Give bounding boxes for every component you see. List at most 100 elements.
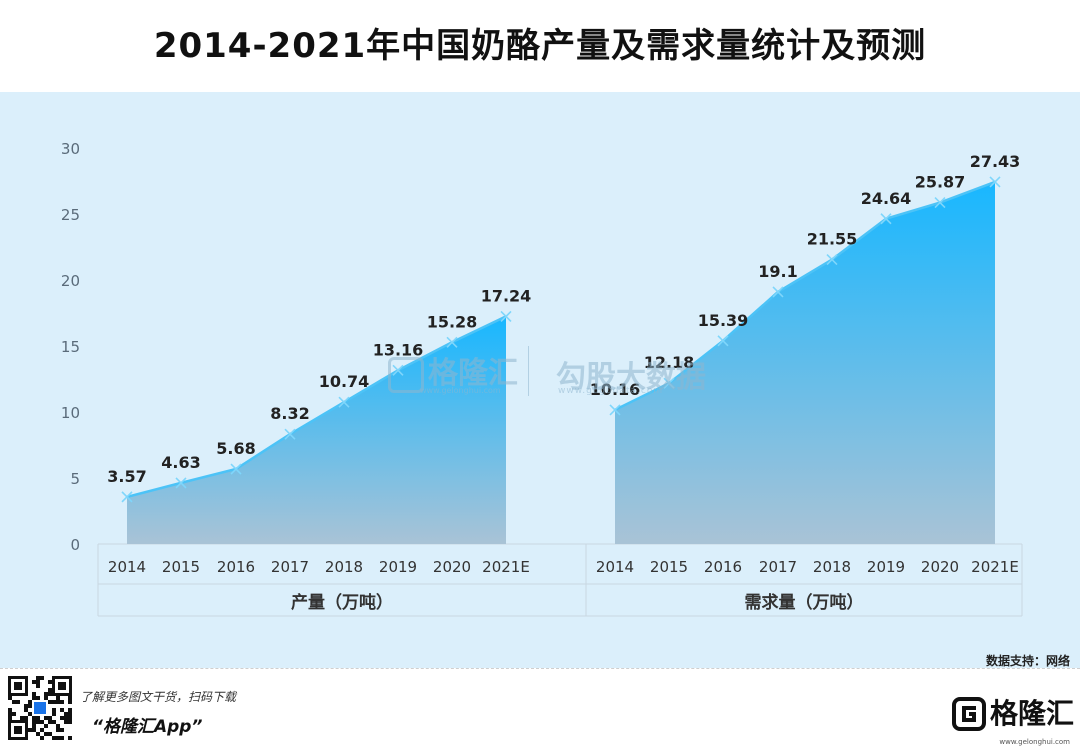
data-point-marker bbox=[392, 364, 404, 376]
data-label: 12.18 bbox=[644, 353, 695, 372]
data-label: 19.1 bbox=[758, 262, 797, 281]
qr-module bbox=[36, 732, 40, 736]
qr-module bbox=[60, 736, 64, 740]
x-tick-label: 2015 bbox=[650, 558, 688, 576]
qr-module bbox=[8, 696, 12, 700]
qr-module bbox=[32, 724, 36, 728]
qr-module bbox=[64, 712, 68, 716]
marker-stroke bbox=[934, 196, 946, 209]
qr-module bbox=[68, 708, 72, 712]
marker-stroke bbox=[121, 491, 133, 503]
qr-module bbox=[48, 700, 52, 704]
qr-module bbox=[60, 700, 64, 704]
qr-module bbox=[44, 716, 48, 720]
x-tick-label: 2020 bbox=[433, 558, 471, 576]
watermark-brand-text: 格隆汇 bbox=[428, 356, 518, 391]
data-point-marker bbox=[500, 310, 512, 322]
qr-module bbox=[48, 692, 52, 696]
promo-text: 了解更多图文干货，扫码下载 bbox=[80, 690, 237, 704]
marker-stroke bbox=[880, 213, 892, 225]
x-tick-label: 2016 bbox=[704, 558, 742, 576]
data-label: 3.57 bbox=[107, 467, 146, 486]
data-point-marker bbox=[609, 404, 621, 416]
qr-module bbox=[68, 716, 72, 720]
watermark-logo-icon bbox=[388, 356, 424, 393]
marker-stroke bbox=[230, 463, 242, 475]
qr-module bbox=[36, 684, 40, 688]
data-label: 24.64 bbox=[861, 189, 912, 208]
qr-module bbox=[44, 692, 48, 696]
data-label: 10.74 bbox=[319, 372, 370, 391]
data-point-marker bbox=[663, 377, 675, 389]
group-label: 产量（万吨） bbox=[291, 592, 393, 613]
footer bbox=[0, 668, 1080, 749]
marker-stroke bbox=[663, 377, 675, 389]
marker-stroke bbox=[500, 310, 512, 322]
watermark-brand-url: www.gelonghui.com bbox=[420, 386, 501, 395]
qr-module bbox=[48, 720, 52, 724]
qr-module bbox=[68, 700, 72, 704]
qr-module bbox=[48, 732, 52, 736]
data-label: 21.55 bbox=[807, 230, 858, 249]
qr-module bbox=[44, 724, 48, 728]
y-tick-label: 5 bbox=[70, 470, 80, 488]
qr-module bbox=[56, 728, 60, 732]
data-point-marker bbox=[446, 336, 458, 348]
watermark-brand: 格隆汇 bbox=[388, 348, 518, 393]
data-label: 10.16 bbox=[590, 380, 641, 399]
qr-module bbox=[40, 720, 44, 724]
qr-module bbox=[40, 728, 44, 732]
marker-stroke bbox=[826, 253, 838, 266]
group-label: 需求量（万吨） bbox=[745, 592, 864, 613]
qr-module bbox=[24, 708, 28, 712]
qr-module bbox=[40, 676, 44, 680]
qr-module bbox=[36, 716, 40, 720]
y-tick-label: 10 bbox=[61, 404, 80, 422]
qr-module bbox=[52, 720, 56, 724]
qr-module bbox=[28, 700, 32, 704]
chart-panel: 0 5 10 15 20 25 30 3.57 4.63 5.68 8.32 10.74 13.16 1… bbox=[0, 92, 1080, 668]
promo-app-name: “格隆汇App” bbox=[92, 717, 203, 737]
y-tick-label: 15 bbox=[61, 338, 80, 356]
qr-module bbox=[36, 720, 40, 724]
qr-module bbox=[8, 712, 12, 716]
brand-name: 格隆汇 bbox=[989, 697, 1074, 730]
qr-module bbox=[32, 680, 36, 684]
qr-module bbox=[64, 720, 68, 724]
y-tick-label: 30 bbox=[61, 140, 80, 158]
data-point-marker bbox=[338, 396, 350, 408]
qr-module bbox=[52, 736, 56, 740]
watermark-data-url: www.gogudata.com bbox=[558, 386, 664, 396]
qr-module bbox=[60, 708, 64, 712]
qr-module bbox=[40, 736, 44, 740]
qr-module bbox=[28, 704, 32, 708]
x-tick-label: 2014 bbox=[596, 558, 634, 576]
x-tick-label: 2018 bbox=[813, 558, 851, 576]
qr-module bbox=[32, 692, 36, 696]
qr-module bbox=[56, 700, 60, 704]
y-tick-label: 0 bbox=[70, 536, 80, 554]
data-point-marker bbox=[284, 428, 296, 440]
data-label: 13.16 bbox=[373, 340, 424, 359]
qr-module bbox=[68, 736, 72, 740]
chart-title: 2014-2021年中国奶酪产量及需求量统计及预测 bbox=[153, 26, 927, 66]
data-point-marker bbox=[989, 176, 1001, 188]
qr-module bbox=[68, 720, 72, 724]
qr-module bbox=[52, 700, 56, 704]
qr-module bbox=[16, 700, 20, 704]
data-point-marker bbox=[717, 335, 729, 347]
marker-stroke bbox=[989, 176, 1001, 188]
data-label: 5.68 bbox=[216, 439, 255, 458]
qr-module bbox=[32, 696, 36, 700]
data-point-marker bbox=[880, 213, 892, 225]
qr-module bbox=[48, 716, 52, 720]
qr-code-icon[interactable] bbox=[8, 676, 72, 740]
source-note: 数据支持：网络 bbox=[985, 654, 1070, 668]
qr-module bbox=[32, 716, 36, 720]
data-point-marker bbox=[826, 253, 838, 266]
qr-finder-dot bbox=[14, 682, 22, 690]
data-label: 25.87 bbox=[915, 173, 966, 192]
brand-url: www.gelonghui.com bbox=[999, 738, 1070, 746]
qr-module bbox=[12, 700, 16, 704]
